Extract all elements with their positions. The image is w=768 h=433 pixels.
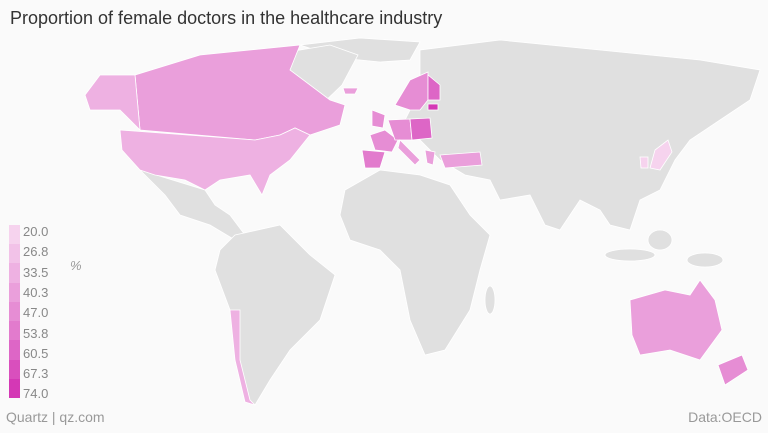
legend-swatch bbox=[9, 301, 20, 322]
data-credit: Data:OECD bbox=[688, 409, 762, 425]
south-america bbox=[214, 224, 336, 406]
legend-swatch bbox=[9, 282, 20, 302]
country-south-korea[interactable] bbox=[639, 156, 649, 169]
country-iceland[interactable] bbox=[342, 87, 359, 95]
country-japan[interactable] bbox=[649, 139, 673, 171]
country-greece[interactable] bbox=[424, 149, 436, 166]
legend-label: 47.0 bbox=[23, 305, 49, 321]
legend-label: 40.3 bbox=[23, 284, 49, 300]
country-poland[interactable] bbox=[409, 117, 433, 141]
indonesia bbox=[604, 248, 656, 262]
legend-label: 67.3 bbox=[23, 366, 49, 382]
chart-title: Proportion of female doctors in the heal… bbox=[10, 8, 443, 28]
background-land bbox=[139, 37, 761, 406]
legend-swatch bbox=[9, 244, 20, 264]
source-credit: Quartz | qz.com bbox=[6, 409, 105, 425]
country-italy[interactable] bbox=[397, 139, 421, 166]
legend-swatch bbox=[9, 263, 20, 283]
country-united-kingdom[interactable] bbox=[371, 109, 386, 129]
legend-swatch bbox=[9, 378, 20, 398]
country-finland[interactable] bbox=[427, 74, 441, 101]
legend-swatch bbox=[9, 359, 20, 379]
legend-label: 26.8 bbox=[23, 244, 49, 260]
country-united-states-alaska[interactable] bbox=[84, 74, 141, 132]
legend-swatch bbox=[9, 340, 20, 360]
africa bbox=[339, 169, 491, 356]
legend-label: 20.0 bbox=[23, 224, 49, 239]
country-new-zealand[interactable] bbox=[717, 354, 749, 386]
legend-unit: % bbox=[70, 258, 82, 273]
country-france[interactable] bbox=[369, 129, 399, 153]
legend-label: 74.0 bbox=[23, 386, 49, 402]
country-australia[interactable] bbox=[629, 279, 723, 361]
country-turkey[interactable] bbox=[439, 151, 483, 169]
new-guinea bbox=[686, 252, 724, 268]
country-united-states[interactable] bbox=[119, 127, 311, 196]
legend-label: 60.5 bbox=[23, 345, 49, 361]
legend-label: 33.5 bbox=[23, 264, 49, 280]
country-estonia[interactable] bbox=[427, 103, 439, 111]
legend-swatch bbox=[9, 225, 20, 245]
country-spain[interactable] bbox=[361, 149, 386, 169]
legend-swatch bbox=[9, 321, 20, 341]
borneo bbox=[647, 229, 673, 251]
country-chile[interactable] bbox=[229, 309, 256, 406]
country-sweden-norway[interactable] bbox=[394, 71, 429, 111]
legend-label: 53.8 bbox=[23, 325, 49, 341]
country-fills bbox=[84, 44, 749, 406]
madagascar bbox=[484, 285, 496, 315]
